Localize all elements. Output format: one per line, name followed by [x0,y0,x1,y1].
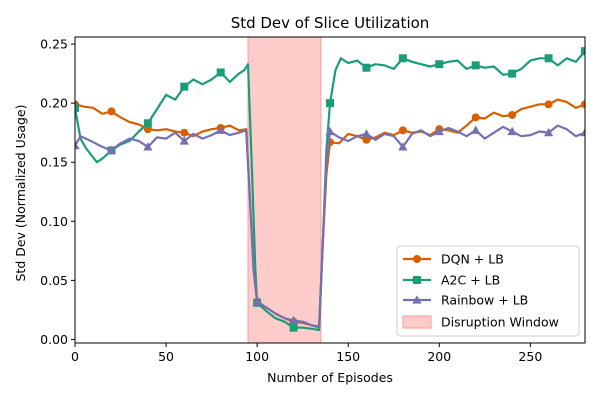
legend-label-a2c-lb: A2C + LB [441,273,500,288]
series-marker-a2c-lb-8 [362,63,371,72]
series-marker-rainbow-lb-10 [434,126,444,136]
series-marker-a2c-lb-13 [544,54,553,63]
y-tick-label-3: 0.15 [40,155,68,170]
x-tick-label-150: 150 [336,349,360,364]
series-marker-rainbow-lb-8 [361,129,372,138]
series-marker-dqn-lb-12 [508,110,517,119]
x-tick-label-0: 0 [71,349,79,364]
series-marker-a2c-lb-6 [289,323,298,332]
legend-swatch-disruption-window [402,315,432,329]
x-tick-label-200: 200 [427,349,451,364]
series-marker-rainbow-lb-12 [507,126,517,136]
y-axis-title: Std Dev (Normalized Usage) [13,105,28,282]
series-line-rainbow-lb [75,124,585,329]
chart-title: Std Dev of Slice Utilization [231,14,430,32]
series-marker-dqn-lb-1 [107,107,116,116]
series-marker-dqn-lb-3 [180,128,189,137]
series-marker-dqn-lb-14 [581,100,585,109]
plot-area [75,36,585,344]
series-marker-rainbow-lb-1 [106,145,117,155]
x-tick-label-50: 50 [158,349,174,364]
series-marker-a2c-lb-7 [326,99,334,108]
series-marker-a2c-lb-11 [471,61,480,70]
legend-marker-dqn-lb [413,255,421,263]
series-marker-rainbow-lb-6 [288,315,299,325]
legend-label-rainbow-lb: Rainbow + LB [441,293,528,308]
series-marker-rainbow-lb-5 [252,296,262,306]
legend-label-disruption-window: Disruption Window [441,315,559,330]
disruption-window-band [247,36,322,344]
series-marker-rainbow-lb-9 [398,142,408,151]
series-marker-rainbow-lb-13 [543,127,554,137]
legend: DQN + LB A2C + LB Rainbow + LB Disruption W… [396,245,580,337]
legend-marker-rainbow-lb [412,295,422,304]
series-marker-rainbow-lb-3 [179,136,189,145]
legend-label-dqn-lb: DQN + LB [441,252,504,267]
series-marker-dqn-lb-9 [398,126,407,135]
y-tick-label-4: 0.20 [40,96,68,111]
series-marker-rainbow-lb-7 [325,126,335,136]
legend-box [396,245,580,337]
series-marker-dqn-lb-8 [362,135,371,144]
series-marker-dqn-lb-13 [544,100,553,109]
y-tick-label-1: 0.05 [40,273,68,288]
series-marker-rainbow-lb-14 [580,127,585,137]
series-marker-a2c-lb-4 [216,68,225,77]
series-line-a2c-lb [75,50,585,332]
series-marker-a2c-lb-12 [508,69,517,78]
y-tick-label-0: 0.00 [40,332,68,347]
series-marker-a2c-lb-10 [435,60,444,69]
series-lines [75,47,585,332]
y-tick-label-5: 0.25 [40,37,68,52]
series-marker-a2c-lb-14 [581,47,585,56]
series-marker-a2c-lb-2 [143,119,152,128]
series-marker-a2c-lb-9 [398,54,407,63]
series-marker-a2c-lb-3 [180,82,189,91]
x-tick-label-100: 100 [245,349,269,364]
y-tick-label-2: 0.10 [40,214,68,229]
series-marker-rainbow-lb-11 [471,125,481,134]
axes: 0 50 100 150 200 250 0.00 0.05 0.10 0.15 0.20 0.25 [40,36,586,364]
series-marker-dqn-lb-11 [471,113,480,122]
x-tick-label-250: 250 [518,349,542,364]
plot-frame [74,36,586,344]
series-marker-a2c-lb-0 [75,103,79,112]
series-marker-rainbow-lb-4 [216,125,226,134]
x-axis-title: Number of Episodes [267,370,393,385]
series-marker-rainbow-lb-2 [143,142,153,151]
legend-marker-a2c-lb [413,276,421,284]
series-marker-rainbow-lb-0 [75,140,80,150]
